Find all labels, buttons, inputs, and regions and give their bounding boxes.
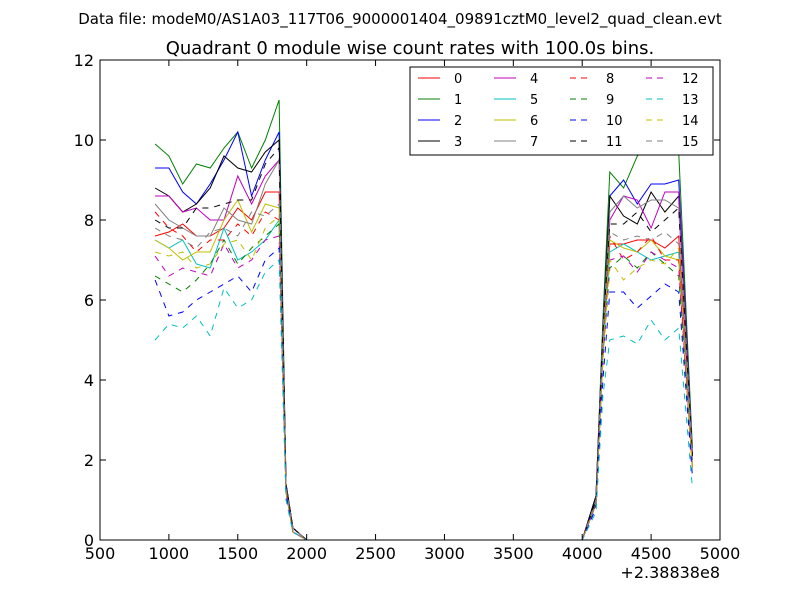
y-tick-label: 12 bbox=[74, 51, 94, 70]
series-line-3 bbox=[154, 138, 693, 541]
series-line-10 bbox=[154, 246, 693, 541]
x-tick-label: 3500 bbox=[493, 544, 534, 563]
y-tick-label: 4 bbox=[84, 371, 94, 390]
series-layer bbox=[154, 99, 693, 541]
series-line-15 bbox=[154, 202, 693, 541]
legend-label-4: 4 bbox=[530, 72, 538, 87]
legend-label-6: 6 bbox=[530, 114, 538, 129]
series-line-11 bbox=[154, 146, 693, 541]
data-file-label: Data file: modeM0/AS1A03_117T06_90000014… bbox=[78, 10, 722, 29]
x-tick-label: 1500 bbox=[217, 544, 258, 563]
x-tick-label: 2000 bbox=[286, 544, 327, 563]
legend-label-13: 13 bbox=[682, 93, 699, 108]
x-tick-label: 2500 bbox=[355, 544, 396, 563]
legend-label-0: 0 bbox=[454, 72, 462, 87]
legend-label-5: 5 bbox=[530, 93, 538, 108]
x-tick-label: 5000 bbox=[700, 544, 741, 563]
legend-label-10: 10 bbox=[606, 114, 623, 129]
legend-label-1: 1 bbox=[454, 93, 462, 108]
legend-label-12: 12 bbox=[682, 72, 699, 87]
y-tick-label: 10 bbox=[74, 131, 94, 150]
legend-label-7: 7 bbox=[530, 135, 538, 150]
legend-label-9: 9 bbox=[606, 93, 614, 108]
y-tick-label: 0 bbox=[84, 531, 94, 550]
series-line-9 bbox=[154, 222, 693, 541]
x-tick-label: 4000 bbox=[562, 544, 603, 563]
x-tick-label: 500 bbox=[85, 544, 116, 563]
series-line-5 bbox=[154, 218, 693, 541]
y-tick-label: 8 bbox=[84, 211, 94, 230]
series-line-2 bbox=[155, 130, 693, 541]
legend-frame bbox=[409, 66, 714, 156]
y-tick-label: 2 bbox=[84, 451, 94, 470]
series-line-14 bbox=[154, 214, 693, 541]
axis-ticks: 500 1000 1500 2000 2500 3000 3500 4000 4500 5000 0… bbox=[74, 51, 741, 563]
series-line-12 bbox=[154, 235, 693, 541]
legend-label-2: 2 bbox=[454, 114, 462, 129]
y-tick-label: 6 bbox=[84, 291, 94, 310]
x-tick-label: 3000 bbox=[424, 544, 465, 563]
series-line-0 bbox=[154, 191, 693, 541]
legend-label-3: 3 bbox=[454, 135, 462, 150]
series-line-13 bbox=[154, 258, 693, 541]
plot-frame bbox=[99, 59, 721, 541]
chart-title: Quadrant 0 module wise count rates with … bbox=[166, 38, 655, 59]
legend-label-14: 14 bbox=[682, 114, 699, 129]
legend-label-11: 11 bbox=[606, 135, 623, 150]
x-axis-offset-label: +2.38838e8 bbox=[620, 563, 720, 582]
x-tick-label: 4500 bbox=[631, 544, 672, 563]
legend-label-8: 8 bbox=[606, 72, 614, 87]
series-line-4 bbox=[155, 158, 693, 541]
legend-label-15: 15 bbox=[682, 135, 699, 150]
x-tick-label: 1000 bbox=[149, 544, 190, 563]
